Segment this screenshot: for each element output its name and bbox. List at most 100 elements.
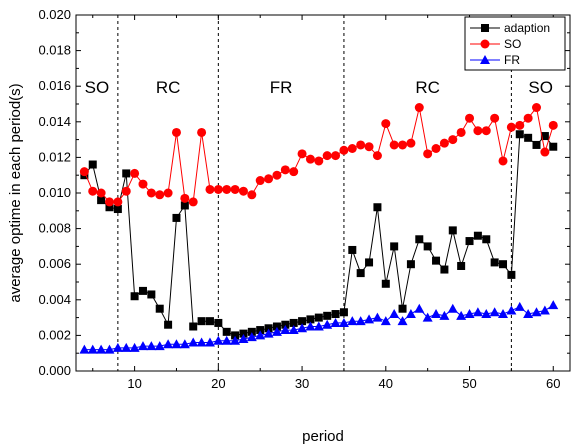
data-point — [137, 341, 148, 351]
data-point — [171, 127, 181, 137]
data-point — [414, 103, 424, 113]
data-point — [289, 318, 298, 327]
data-point — [305, 154, 315, 164]
axes: 0.000 0.002 0.004 0.006 0.008 0.010 0.012 0.014… — [38, 7, 570, 391]
data-point — [406, 138, 416, 148]
data-point — [540, 132, 549, 141]
data-point — [498, 309, 509, 319]
data-point — [222, 184, 232, 194]
x-axis-label: period — [302, 428, 344, 445]
data-point — [230, 184, 240, 194]
data-point — [163, 339, 174, 349]
data-point — [473, 126, 483, 136]
data-point — [532, 103, 542, 113]
data-point — [372, 312, 383, 322]
data-point — [238, 333, 249, 343]
data-point — [196, 337, 207, 347]
data-point — [104, 344, 115, 354]
data-point — [154, 341, 165, 351]
data-point — [432, 256, 441, 265]
data-point — [539, 305, 550, 315]
data-point — [372, 151, 382, 161]
data-point — [465, 113, 475, 123]
data-point — [164, 320, 173, 329]
data-point — [197, 317, 206, 326]
data-point — [439, 138, 449, 148]
region-label: SO — [85, 78, 110, 97]
data-point — [355, 316, 366, 326]
data-point — [88, 186, 98, 196]
data-point — [415, 235, 424, 244]
data-point — [171, 339, 182, 349]
data-point — [256, 326, 265, 335]
y-tick-label: 0.004 — [38, 292, 71, 307]
data-point — [280, 165, 290, 175]
data-point — [482, 235, 491, 244]
data-point — [246, 332, 257, 342]
data-point — [338, 317, 349, 327]
data-point — [113, 205, 122, 214]
data-point — [548, 300, 559, 310]
data-point — [263, 328, 274, 338]
data-point — [456, 310, 467, 320]
data-point — [381, 279, 390, 288]
data-point — [264, 174, 274, 184]
data-point — [180, 201, 189, 210]
data-point — [213, 184, 223, 194]
data-point — [431, 309, 442, 319]
series-FR — [79, 300, 559, 354]
region-labels: SO RC FR RC SO — [85, 78, 553, 97]
data-point — [231, 331, 240, 340]
data-point — [356, 269, 365, 278]
data-point — [331, 310, 340, 319]
data-point — [280, 325, 291, 335]
x-tick-label: 30 — [295, 376, 309, 391]
data-point — [163, 188, 173, 198]
data-point — [515, 120, 525, 130]
data-point — [104, 197, 114, 207]
data-point — [172, 213, 181, 222]
data-point — [406, 260, 415, 269]
data-point — [197, 127, 207, 137]
data-point — [179, 339, 190, 349]
data-point — [489, 307, 500, 317]
data-point — [523, 113, 533, 123]
y-tick-label: 0.018 — [38, 43, 71, 58]
data-point — [214, 318, 223, 327]
x-tick-label: 10 — [127, 376, 141, 391]
data-point — [238, 186, 248, 196]
data-point — [414, 303, 425, 313]
data-point — [189, 322, 198, 331]
y-axis-label: average optime in each period(s) — [7, 83, 24, 302]
data-point — [288, 325, 299, 335]
data-point — [130, 292, 139, 301]
data-point — [515, 130, 524, 139]
x-tick-label: 20 — [211, 376, 225, 391]
data-point — [540, 147, 550, 157]
legend-label: adaption — [504, 21, 550, 35]
data-point — [473, 231, 482, 240]
data-point — [314, 156, 324, 166]
data-point — [130, 168, 140, 178]
data-point — [490, 113, 500, 123]
data-point — [457, 261, 466, 270]
data-point — [523, 309, 534, 319]
data-point — [423, 149, 433, 159]
data-point — [204, 337, 215, 347]
y-tick-label: 0.008 — [38, 221, 71, 236]
data-point — [472, 307, 483, 317]
region-label: FR — [270, 78, 293, 97]
x-tick-label: 50 — [462, 376, 476, 391]
data-point — [147, 290, 156, 299]
data-point — [322, 151, 332, 161]
data-point — [306, 315, 315, 324]
data-point — [138, 286, 147, 295]
data-point — [79, 167, 89, 177]
data-point — [297, 323, 308, 333]
data-point — [398, 140, 408, 150]
data-point — [146, 188, 156, 198]
data-point — [247, 190, 257, 200]
data-point — [481, 126, 491, 136]
data-point — [531, 307, 542, 317]
